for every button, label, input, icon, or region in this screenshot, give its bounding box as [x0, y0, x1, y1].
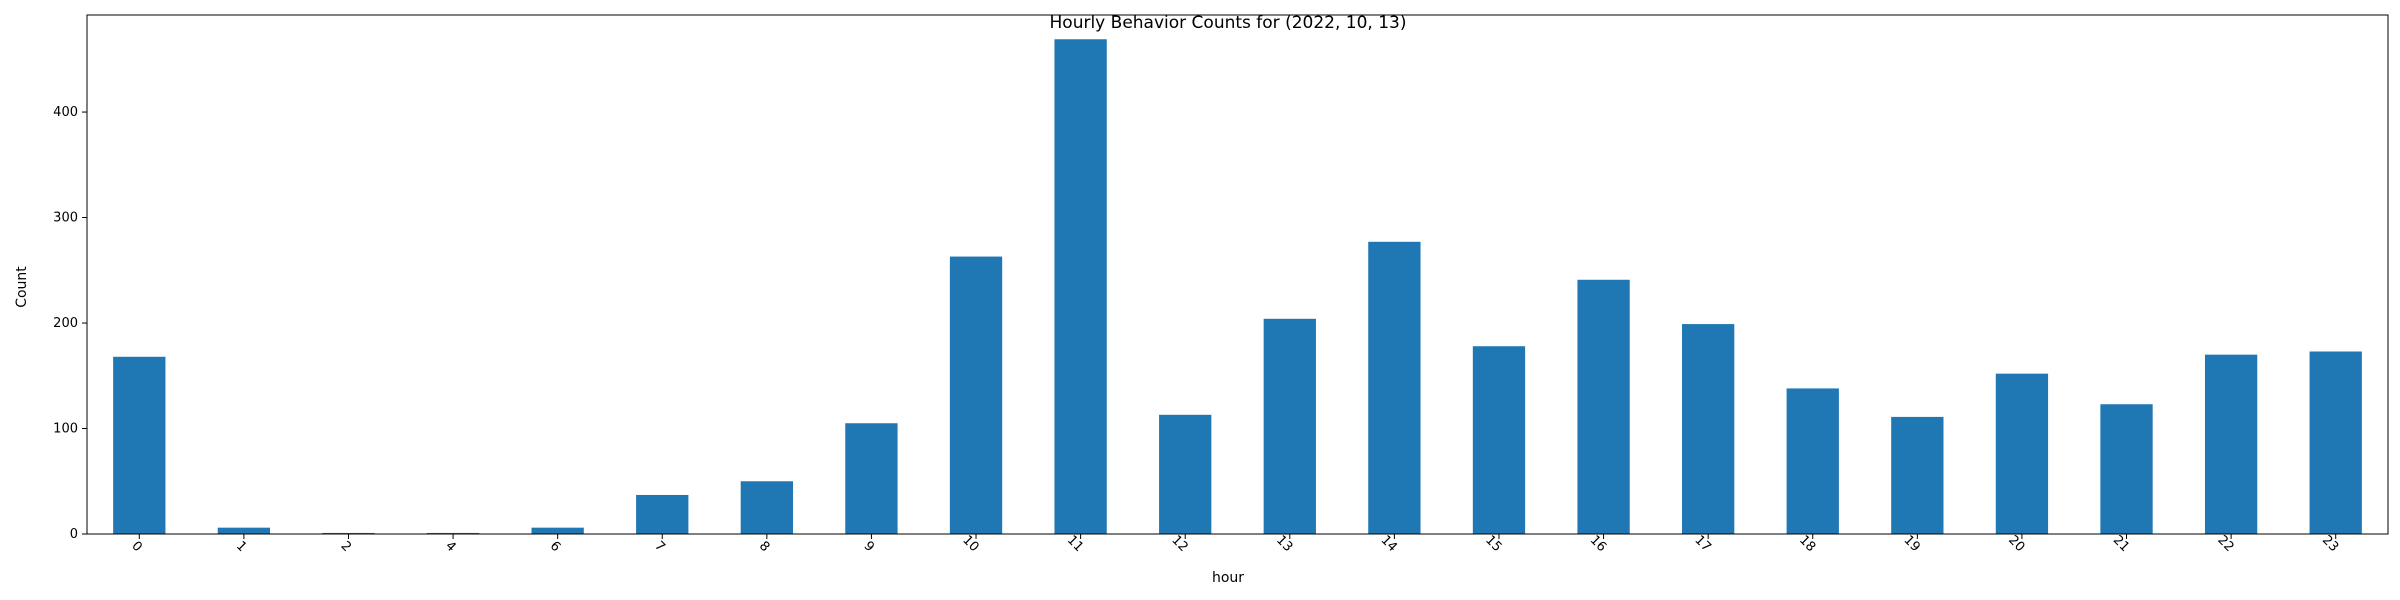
x-tick-label: 15: [1482, 533, 1504, 555]
x-tick-label: 18: [1796, 533, 1818, 555]
y-axis-label: Count: [14, 266, 30, 308]
bar-hour-11: [1054, 39, 1107, 534]
x-tick-label: 22: [2214, 533, 2236, 555]
x-axis-ticks: 0 1 2 4 6 7 8 9 10 11 12 13 14 15 16 17 18 19 20 21 22 23: [128, 533, 2341, 555]
x-tick-label: 21: [2110, 533, 2132, 555]
y-tick-label: 300: [53, 211, 78, 226]
x-axis-label: hour: [1212, 570, 1244, 586]
x-tick-label: 17: [1691, 533, 1713, 555]
bar-hour-15: [1472, 346, 1526, 534]
x-tick-label: 16: [1587, 533, 1609, 555]
x-tick-label: 12: [1168, 533, 1190, 555]
bar-hour-9: [845, 423, 898, 534]
x-tick-label: 10: [959, 533, 981, 555]
bar-hour-8: [740, 481, 793, 534]
y-tick-label: 100: [53, 422, 78, 437]
x-tick-label: 13: [1273, 533, 1295, 555]
bar-hour-22: [2204, 354, 2258, 534]
x-tick-label: 4: [442, 539, 458, 555]
x-tick-label: 6: [547, 539, 563, 555]
y-tick-label: 400: [53, 105, 78, 120]
x-tick-label: 20: [2005, 533, 2027, 555]
x-tick-label: 9: [861, 539, 877, 555]
bar-hour-23: [2309, 351, 2362, 534]
plot-frame: [86, 14, 2389, 535]
bar-hour-19: [1891, 416, 1944, 534]
x-tick-label: 19: [1901, 533, 1923, 555]
x-tick-label: 0: [128, 539, 144, 555]
y-tick-label: 0: [70, 527, 78, 542]
bar-hour-20: [1995, 373, 2049, 534]
x-tick-label: 7: [651, 539, 667, 555]
x-tick-label: 14: [1378, 533, 1400, 555]
bar-hour-17: [1682, 324, 1735, 534]
bar-hour-18: [1786, 388, 1839, 534]
x-tick-label: 2: [338, 539, 354, 555]
bar-hour-12: [1159, 414, 1212, 534]
x-tick-label: 23: [2319, 533, 2341, 555]
bar-hour-21: [2100, 404, 2153, 534]
y-axis-ticks: 0 100 200 300 400: [53, 105, 87, 542]
bar-hour-1: [217, 527, 271, 534]
y-tick-label: 200: [53, 316, 78, 331]
x-tick-label: 8: [756, 539, 772, 555]
bar-hour-2: [322, 532, 375, 534]
bar-hour-0: [113, 356, 166, 534]
bar-hour-13: [1263, 318, 1316, 534]
bar-hour-6: [531, 527, 584, 534]
x-tick-label: 11: [1064, 533, 1086, 555]
bars-group: [113, 39, 2362, 535]
chart-title: Hourly Behavior Counts for (2022, 10, 13…: [1050, 13, 1407, 33]
bar-hour-4: [426, 532, 480, 534]
bar-hour-10: [949, 256, 1003, 534]
bar-hour-14: [1368, 241, 1421, 535]
x-tick-label: 1: [233, 539, 249, 555]
bar-hour-7: [636, 494, 689, 534]
bar-hour-16: [1577, 279, 1630, 534]
